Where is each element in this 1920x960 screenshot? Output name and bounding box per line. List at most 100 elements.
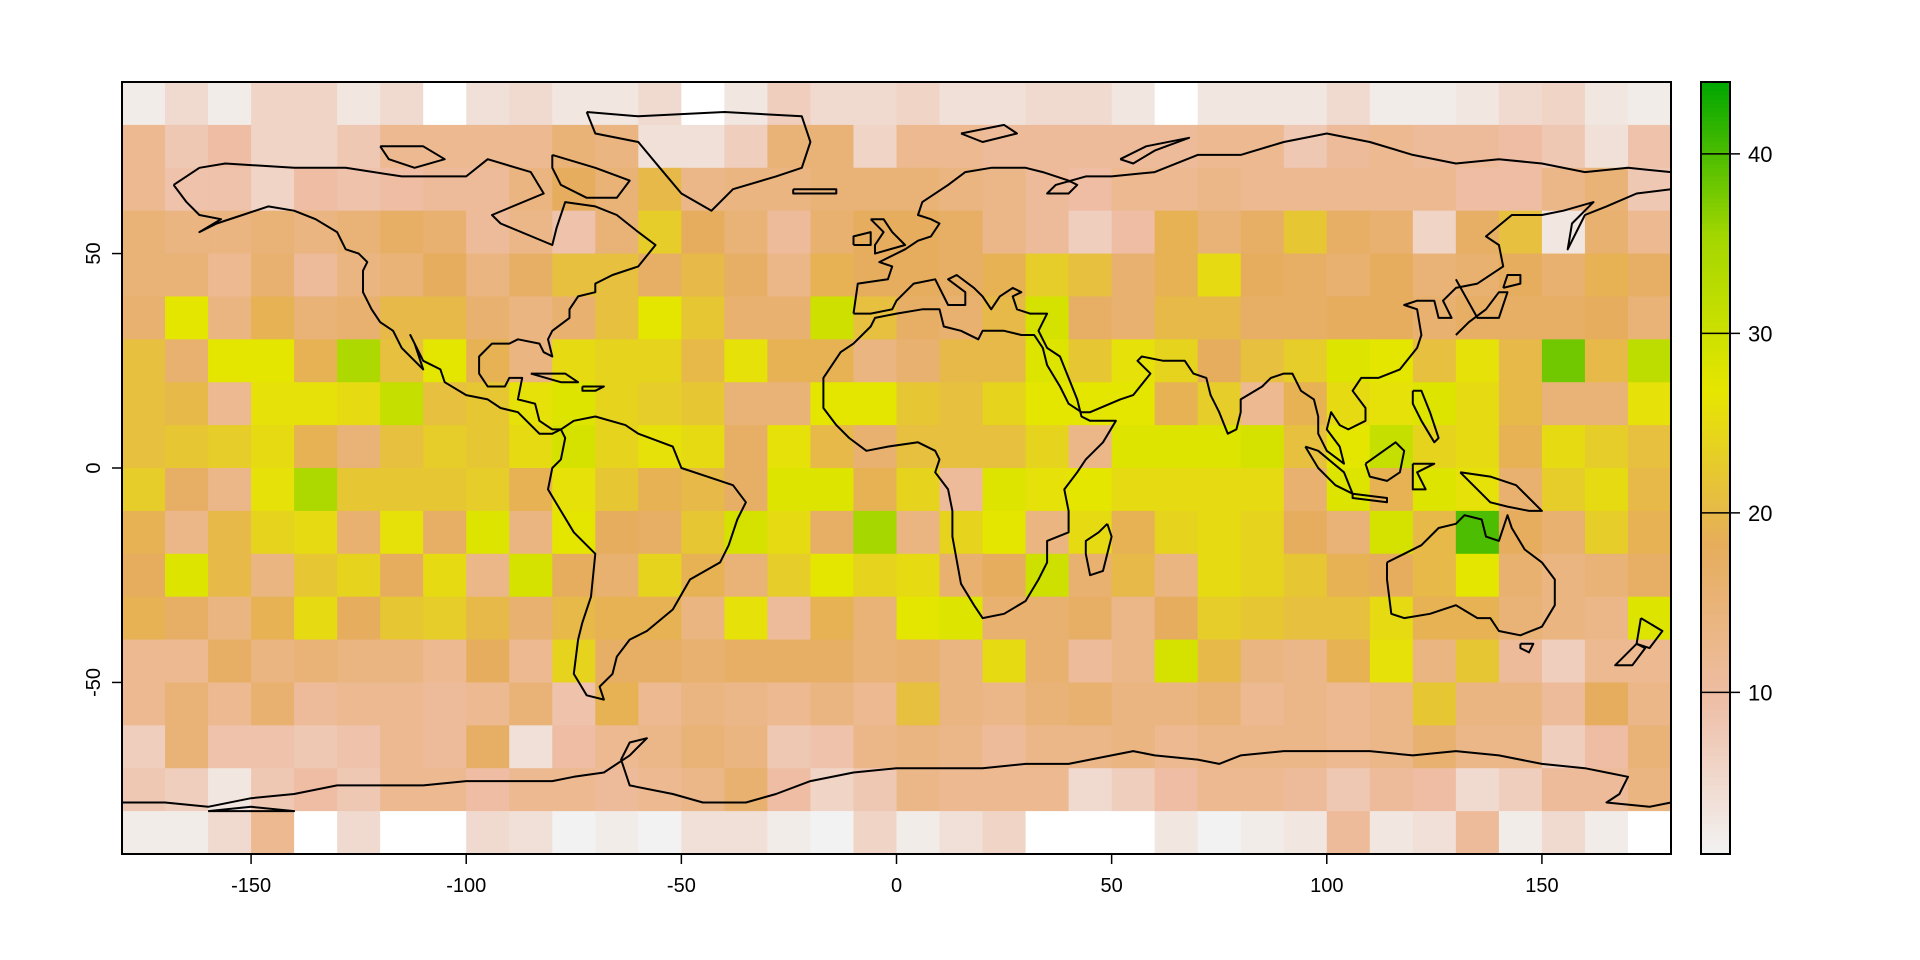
legend-swatch — [1701, 292, 1730, 297]
raster-cell — [724, 253, 769, 298]
raster-cell — [208, 167, 252, 212]
raster-cell — [1369, 296, 1414, 340]
raster-cell — [896, 811, 941, 855]
raster-cell — [208, 425, 252, 469]
legend-color-ramp — [1701, 82, 1730, 855]
raster-cell — [595, 811, 639, 855]
legend-swatch — [1701, 137, 1730, 143]
raster-cell — [1025, 811, 1070, 855]
raster-cell — [1197, 639, 1242, 684]
raster-cell — [1197, 468, 1242, 512]
coastline-path — [792, 188, 838, 195]
raster-cell — [1455, 253, 1500, 298]
raster-cell — [724, 124, 769, 169]
raster-cell — [767, 296, 812, 340]
legend-swatch — [1701, 193, 1730, 199]
raster-cell — [1584, 425, 1629, 469]
raster-cell — [1025, 596, 1070, 641]
raster-cell — [122, 682, 166, 726]
raster-cell — [853, 167, 898, 212]
raster-cell — [466, 124, 510, 169]
legend-swatch — [1701, 116, 1730, 122]
coastline-path — [869, 218, 907, 255]
raster-cell — [1197, 167, 1242, 212]
raster-cell — [939, 811, 984, 855]
raster-cell — [1455, 339, 1500, 383]
legend-swatch — [1701, 793, 1730, 799]
raster-cell — [1541, 811, 1586, 855]
raster-cell — [1455, 725, 1500, 769]
legend-swatch — [1701, 386, 1730, 392]
raster-cell — [294, 382, 338, 426]
raster-cell — [939, 682, 984, 726]
raster-cell — [1240, 596, 1285, 641]
raster-cell — [466, 639, 510, 684]
raster-cell — [1455, 639, 1500, 684]
raster-cell — [638, 811, 682, 855]
raster-cell — [1455, 553, 1500, 598]
legend-swatch — [1701, 746, 1730, 752]
raster-cell — [251, 382, 295, 426]
raster-cell — [1498, 339, 1543, 383]
raster-cell — [595, 167, 639, 212]
raster-cell — [251, 296, 295, 340]
coastline-path — [1386, 514, 1556, 637]
raster-cell — [896, 510, 941, 555]
raster-cell — [337, 811, 381, 855]
raster-cell — [466, 296, 510, 340]
raster-cell — [1154, 682, 1199, 726]
raster-cell — [896, 425, 941, 469]
legend-swatch — [1701, 673, 1730, 679]
legend-swatch — [1701, 305, 1730, 310]
raster-cell — [982, 682, 1027, 726]
raster-cell — [1025, 382, 1070, 426]
raster-cell — [208, 510, 252, 555]
raster-cell — [1326, 167, 1371, 212]
raster-cell — [122, 639, 166, 684]
raster-cell — [1326, 725, 1371, 769]
coastline-path — [822, 132, 1672, 620]
raster-cell — [466, 682, 510, 726]
raster-cell — [1154, 725, 1199, 769]
raster-cell — [337, 82, 381, 126]
raster-cell — [165, 725, 209, 769]
raster-cell — [1111, 553, 1156, 598]
raster-cell — [208, 682, 252, 726]
y-tick-label: 0 — [83, 462, 105, 473]
raster-cell — [1369, 382, 1414, 426]
raster-cell — [466, 553, 510, 598]
raster-cell — [165, 553, 209, 598]
raster-cell — [251, 210, 295, 255]
legend-swatch — [1701, 150, 1730, 156]
coastline-path — [1084, 523, 1113, 577]
raster-cell — [767, 468, 812, 512]
raster-cell — [1283, 296, 1328, 340]
legend-swatch — [1701, 686, 1730, 692]
legend-swatch — [1701, 579, 1730, 585]
raster-cell — [681, 553, 725, 598]
raster-cell — [380, 639, 424, 684]
raster-cell — [1369, 253, 1414, 298]
legend-swatch — [1701, 669, 1730, 675]
raster-cell — [552, 253, 596, 298]
legend-swatch — [1701, 665, 1730, 671]
raster-cell — [681, 725, 725, 769]
raster-cell — [337, 296, 381, 340]
raster-cell — [1283, 510, 1328, 555]
raster-cell — [853, 468, 898, 512]
legend-swatch — [1701, 776, 1730, 782]
raster-cell — [1283, 210, 1328, 255]
raster-cell — [982, 339, 1027, 383]
raster-cell — [767, 210, 812, 255]
raster-cell — [810, 682, 855, 726]
legend-swatch — [1701, 347, 1730, 353]
raster-cell — [638, 425, 682, 469]
raster-cell — [1025, 82, 1070, 126]
raster-cell — [251, 553, 295, 598]
raster-cell — [1240, 510, 1285, 555]
legend-swatch — [1701, 656, 1730, 662]
raster-cell — [595, 210, 639, 255]
raster-cell — [1240, 682, 1285, 726]
raster-cell — [122, 167, 166, 212]
legend-swatch — [1701, 180, 1730, 186]
